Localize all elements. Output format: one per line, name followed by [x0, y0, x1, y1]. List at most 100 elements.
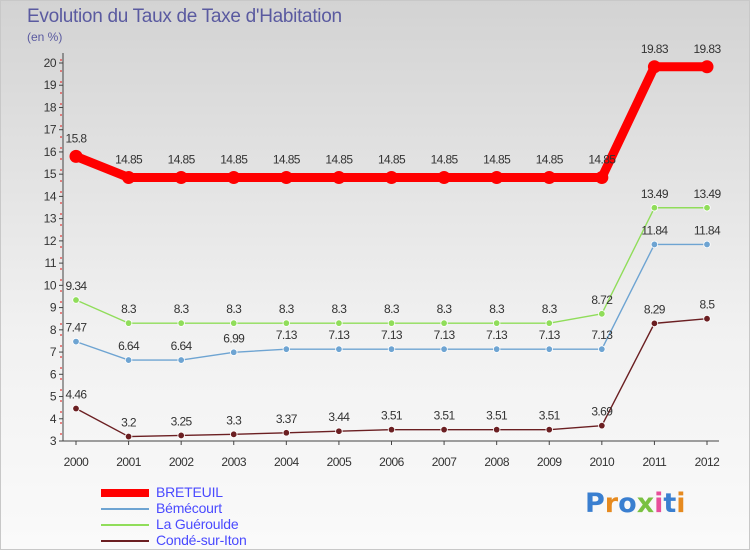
data-point	[124, 319, 133, 327]
data-point	[72, 296, 80, 304]
logo-letter: t	[663, 488, 677, 519]
y-tick-label: 16	[44, 145, 57, 159]
data-label: 6.64	[171, 339, 193, 353]
data-point	[177, 356, 185, 364]
data-label: 3.3	[226, 413, 242, 427]
data-label: 3.51	[381, 409, 403, 423]
data-point	[335, 427, 343, 435]
data-label: 8.3	[331, 302, 347, 316]
data-label: 7.13	[328, 328, 350, 342]
y-tick-label: 19	[44, 78, 57, 92]
y-tick-label: 15	[44, 167, 57, 181]
logo-letter: r	[604, 488, 619, 519]
data-point	[230, 319, 238, 327]
data-point	[492, 319, 501, 327]
data-label: 3.25	[171, 414, 193, 428]
y-tick-label: 3	[50, 434, 57, 448]
data-point	[387, 425, 396, 434]
data-point	[598, 421, 606, 430]
data-label: 4.46	[66, 388, 88, 402]
data-point	[492, 345, 501, 353]
data-label: 14.85	[273, 153, 301, 167]
data-point	[437, 171, 451, 185]
data-point	[335, 345, 343, 353]
data-point	[440, 345, 448, 353]
data-point	[177, 431, 185, 440]
data-label: 11.84	[641, 223, 668, 237]
data-point	[647, 60, 661, 74]
data-label: 13.49	[693, 187, 721, 201]
data-label: 8.3	[279, 302, 295, 316]
data-label: 14.85	[115, 153, 143, 167]
data-label: 14.85	[220, 153, 248, 167]
data-label: 8.3	[437, 302, 453, 316]
data-label: 7.13	[276, 328, 298, 342]
proxiti-logo: Proxiti	[585, 488, 686, 519]
data-point	[174, 171, 188, 185]
chart-title: Evolution du Taux de Taxe d'Habitation	[27, 6, 342, 27]
data-label: 7.13	[486, 328, 508, 342]
data-point	[490, 171, 504, 185]
data-label: 9.34	[66, 279, 88, 293]
data-label: 15.8	[66, 131, 88, 145]
y-tick-label: 17	[44, 123, 57, 137]
data-label: 7.13	[434, 328, 456, 342]
legend-swatch	[101, 540, 149, 542]
data-point	[492, 425, 501, 434]
data-point	[230, 348, 238, 356]
x-tick-label: 2010	[589, 455, 615, 469]
y-tick-label: 8	[50, 323, 57, 337]
legend-swatch	[101, 489, 149, 497]
x-tick-label: 2004	[274, 455, 300, 469]
logo-letter: x	[636, 488, 655, 519]
y-tick-label: 9	[50, 301, 57, 315]
data-label: 19.83	[641, 42, 669, 56]
data-label: 14.85	[378, 153, 406, 167]
logo-letter: i	[654, 488, 664, 519]
data-point	[282, 429, 291, 437]
data-point	[335, 319, 343, 327]
y-tick-label: 14	[44, 189, 57, 203]
unit-label: (en %)	[27, 30, 63, 44]
data-point	[545, 345, 553, 353]
data-point	[279, 171, 293, 185]
y-tick-label: 20	[44, 56, 57, 70]
data-label: 13.49	[641, 187, 669, 201]
data-point	[703, 240, 711, 249]
data-point	[385, 171, 398, 185]
data-point	[700, 60, 714, 74]
data-point	[227, 171, 241, 185]
x-tick-label: 2009	[537, 455, 563, 469]
data-label: 6.64	[118, 339, 140, 353]
data-point	[282, 345, 291, 353]
data-label: 8.5	[700, 298, 716, 312]
legend-label: BRETEUIL	[156, 484, 223, 500]
legend-swatch	[101, 508, 149, 510]
legend-label: La Guéroulde	[156, 516, 239, 532]
data-point	[177, 319, 185, 327]
x-tick-label: 2006	[379, 455, 405, 469]
data-point	[124, 432, 133, 441]
data-point	[650, 204, 659, 212]
data-point	[230, 430, 238, 439]
x-tick-label: 2012	[695, 455, 721, 469]
data-point	[650, 240, 659, 249]
y-tick-label: 6	[50, 367, 57, 381]
data-label: 14.85	[325, 153, 353, 167]
data-point	[440, 319, 448, 327]
data-point	[440, 425, 448, 434]
data-label: 8.29	[644, 302, 666, 316]
data-label: 3.51	[434, 409, 456, 423]
data-point	[542, 171, 556, 185]
x-tick-label: 2007	[432, 455, 458, 469]
x-tick-label: 2000	[64, 455, 90, 469]
data-label: 7.13	[381, 328, 403, 342]
data-label: 14.85	[483, 153, 511, 167]
logo-letter: o	[618, 488, 637, 519]
data-label: 14.85	[431, 153, 459, 167]
x-tick-label: 2001	[116, 455, 142, 469]
data-label: 8.72	[591, 293, 613, 307]
y-tick-label: 10	[44, 278, 57, 292]
data-point	[72, 404, 80, 413]
